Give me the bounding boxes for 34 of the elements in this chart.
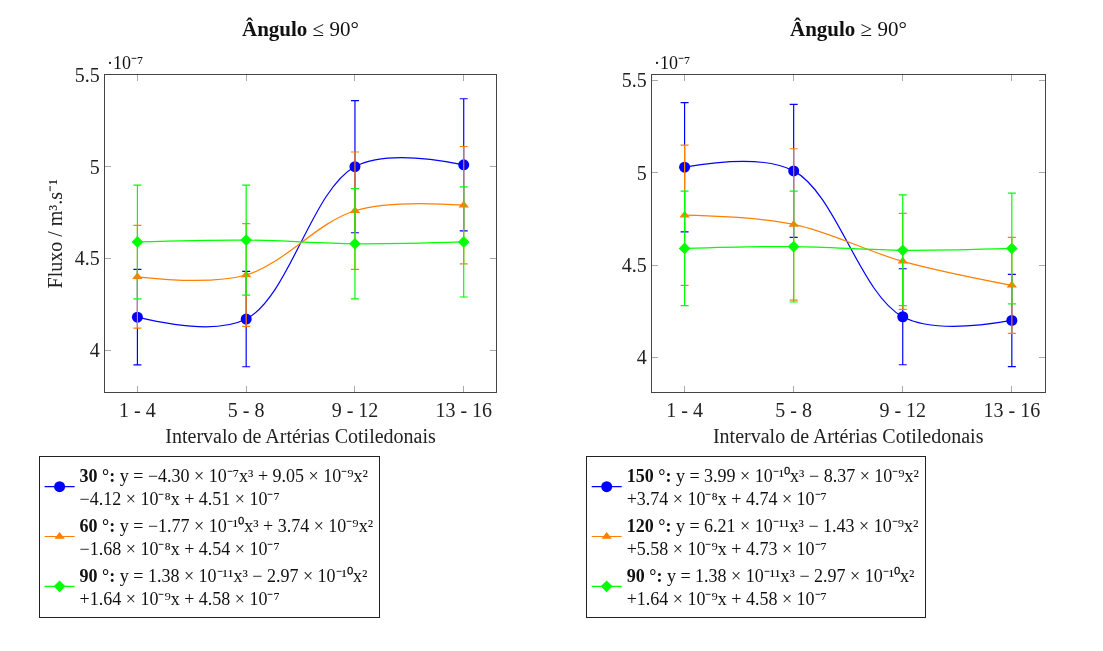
y-tick-label: 5.5 bbox=[74, 63, 100, 86]
x-tick-label: 13 - 16 bbox=[983, 399, 1041, 422]
point bbox=[1005, 242, 1018, 255]
point bbox=[678, 242, 691, 255]
x-tick-label: 5 - 8 bbox=[775, 399, 813, 422]
x-tick-label: 13 - 16 bbox=[435, 399, 493, 422]
x-tick-label: 1 - 4 bbox=[666, 399, 703, 422]
chart-title: Ângulo ≤ 90° bbox=[242, 17, 359, 41]
y-tick-label: 4 bbox=[89, 339, 100, 362]
point bbox=[240, 234, 253, 246]
x-tick-label: 9 - 12 bbox=[331, 399, 379, 422]
text: ·10⁻⁷ bbox=[107, 53, 144, 73]
y-tick-label: 4.5 bbox=[74, 247, 100, 270]
point bbox=[897, 311, 909, 323]
point bbox=[787, 240, 800, 253]
chart-title: Ângulo ≥ 90° bbox=[790, 17, 907, 41]
x-axis-title: Intervalo de Artérias Cotiledonais bbox=[165, 424, 437, 447]
x-tick-label: 1 - 4 bbox=[119, 399, 156, 422]
y-tick-label: 5 bbox=[89, 155, 100, 178]
y-tick-label: 5 bbox=[636, 161, 647, 184]
point bbox=[131, 236, 144, 248]
x-tick-label: 9 - 12 bbox=[879, 399, 927, 422]
y-tick-label: 4 bbox=[636, 346, 647, 369]
y-axis-title: Fluxo / m³.s⁻¹ bbox=[44, 178, 67, 289]
legend-label: 90 °: y = 1.38 × 10⁻¹¹x³ − 2.97 × 10⁻¹⁰x² +1.64 × 10⁻⁹x + 4.58 × 10⁻⁷ bbox=[626, 565, 915, 610]
text: ·10⁻⁷ bbox=[654, 53, 691, 73]
point bbox=[349, 237, 361, 250]
point bbox=[896, 244, 909, 257]
x-axis-title: Intervalo de Artérias Cotiledonais bbox=[712, 424, 984, 447]
point bbox=[457, 236, 470, 248]
y-tick-label: 5.5 bbox=[621, 69, 647, 92]
y-tick-label: 4.5 bbox=[621, 254, 647, 277]
x-tick-label: 5 - 8 bbox=[227, 399, 265, 422]
legend-label: 90 °: y = 1.38 × 10⁻¹¹x³ − 2.97 × 10⁻¹⁰x² +1.64 × 10⁻⁹x + 4.58 × 10⁻⁷ bbox=[79, 565, 368, 610]
